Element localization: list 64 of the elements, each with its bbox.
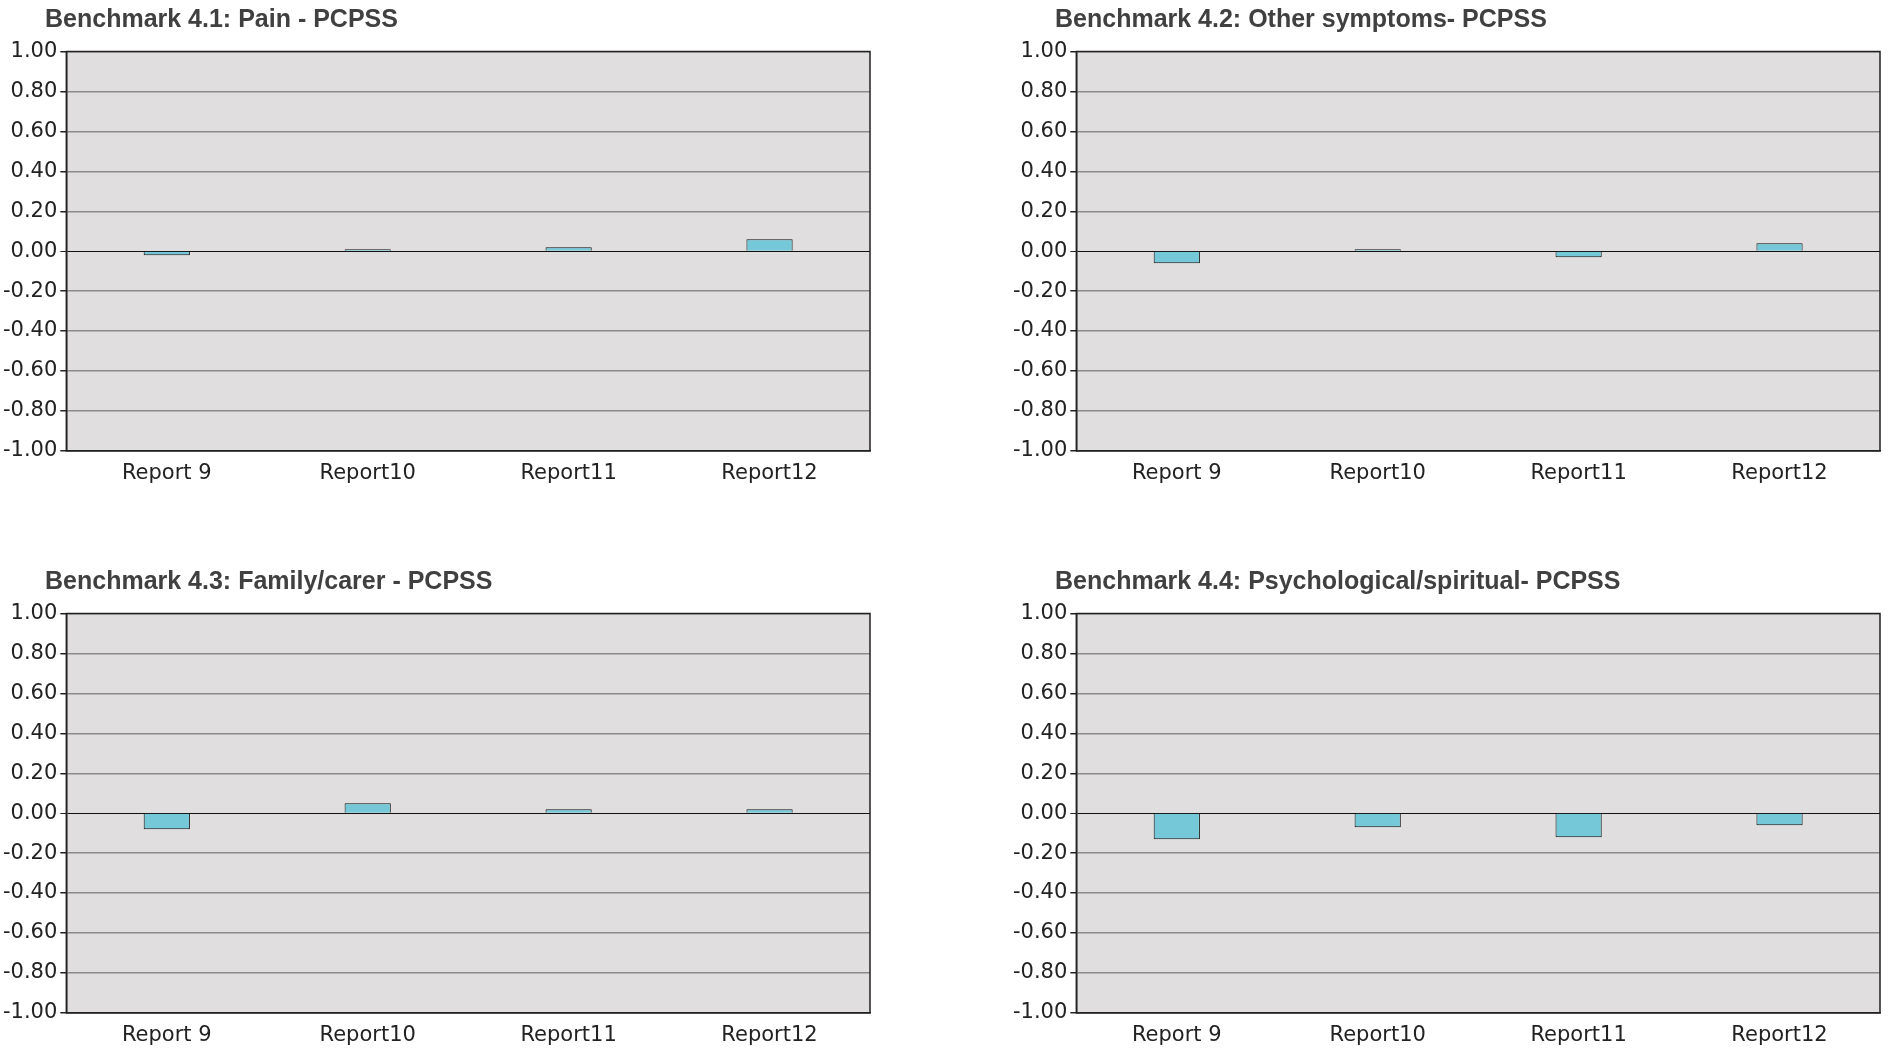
- y-tick-label: -1.00: [2, 437, 58, 462]
- y-tick-label: 0.40: [10, 157, 58, 182]
- y-tick-label: -1.00: [1012, 437, 1068, 462]
- x-tick-label: Report 9: [121, 459, 212, 484]
- y-tick-label: -0.20: [2, 839, 58, 864]
- y-tick-label: 0.00: [1020, 237, 1068, 262]
- y-tick-label: -0.60: [2, 919, 58, 944]
- y-tick-label: 0.60: [1020, 117, 1068, 142]
- y-tick-label: 0.80: [10, 77, 58, 102]
- x-tick-label: Report12: [1731, 1021, 1828, 1046]
- y-tick-label: -0.20: [1012, 277, 1068, 302]
- x-tick-label: Report10: [319, 459, 416, 484]
- y-tick-label: 0.40: [10, 719, 58, 744]
- chart-title: Benchmark 4.1: Pain - PCPSS: [45, 4, 398, 33]
- y-tick-label: 0.20: [10, 759, 58, 784]
- y-tick-label: -0.40: [1012, 317, 1068, 342]
- x-tick-label: Report 9: [121, 1021, 212, 1046]
- y-tick-label: 0.00: [10, 237, 58, 262]
- y-tick-label: -0.20: [1012, 839, 1068, 864]
- x-tick-label: Report 9: [1131, 1021, 1222, 1046]
- y-tick-label: -0.40: [2, 317, 58, 342]
- y-tick-label: 1.00: [10, 38, 58, 63]
- x-tick-label: Report12: [721, 459, 818, 484]
- y-tick-label: 0.80: [1020, 77, 1068, 102]
- y-tick-label: -0.60: [1012, 357, 1068, 382]
- x-tick-label: Report11: [520, 459, 617, 484]
- y-tick-label: 0.00: [10, 799, 58, 824]
- x-tick-label: Report10: [1329, 459, 1426, 484]
- y-tick-label: -0.60: [2, 357, 58, 382]
- x-tick-label: Report12: [1731, 459, 1828, 484]
- y-tick-label: -0.80: [2, 959, 58, 984]
- y-tick-label: 0.60: [10, 679, 58, 704]
- chart-title: Benchmark 4.4: Psychological/spiritual- PCPSS: [1055, 566, 1621, 595]
- y-tick-label: 0.40: [1020, 719, 1068, 744]
- x-tick-label: Report11: [1530, 459, 1627, 484]
- y-tick-label: 0.60: [10, 117, 58, 142]
- y-tick-label: 0.80: [1020, 639, 1068, 664]
- y-tick-label: -0.40: [1012, 879, 1068, 904]
- y-tick-label: 0.60: [1020, 679, 1068, 704]
- y-tick-label: 0.80: [10, 639, 58, 664]
- y-tick-label: -0.40: [2, 879, 58, 904]
- y-tick-label: 1.00: [1020, 38, 1068, 63]
- y-tick-label: -0.80: [1012, 397, 1068, 422]
- y-tick-label: 1.00: [1020, 600, 1068, 625]
- chart-title: Benchmark 4.3: Family/carer - PCPSS: [45, 566, 493, 595]
- chart-title: Benchmark 4.2: Other symptoms- PCPSS: [1055, 4, 1547, 33]
- y-tick-label: 0.20: [1020, 197, 1068, 222]
- y-tick-label: -0.80: [1012, 959, 1068, 984]
- y-tick-label: 0.20: [1020, 759, 1068, 784]
- y-tick-label: -0.20: [2, 277, 58, 302]
- y-tick-label: -0.60: [1012, 919, 1068, 944]
- y-tick-label: -0.80: [2, 397, 58, 422]
- y-tick-label: -1.00: [1012, 999, 1068, 1024]
- y-tick-label: 0.00: [1020, 799, 1068, 824]
- y-tick-label: -1.00: [2, 999, 58, 1024]
- y-tick-label: 0.40: [1020, 157, 1068, 182]
- x-tick-label: Report11: [1530, 1021, 1627, 1046]
- y-tick-label: 0.20: [10, 197, 58, 222]
- x-tick-label: Report10: [319, 1021, 416, 1046]
- x-tick-label: Report10: [1329, 1021, 1426, 1046]
- x-tick-label: Report12: [721, 1021, 818, 1046]
- y-tick-label: 1.00: [10, 600, 58, 625]
- x-tick-label: Report11: [520, 1021, 617, 1046]
- x-tick-label: Report 9: [1131, 459, 1222, 484]
